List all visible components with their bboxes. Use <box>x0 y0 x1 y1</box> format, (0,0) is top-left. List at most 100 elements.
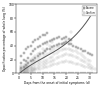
Point <box>49 58 50 59</box>
Point <box>77 64 79 65</box>
Point <box>61 38 62 40</box>
Point <box>54 38 55 40</box>
Point <box>30 67 32 69</box>
Point <box>37 66 39 67</box>
Point <box>46 33 48 34</box>
Point <box>44 34 46 35</box>
Point <box>23 66 24 67</box>
Point <box>49 62 50 63</box>
Point <box>54 59 55 60</box>
Point <box>44 60 46 62</box>
Point <box>51 42 53 43</box>
Point <box>89 60 91 62</box>
Point <box>35 49 36 50</box>
Point <box>61 49 62 51</box>
Point <box>80 59 81 60</box>
Point <box>63 61 65 62</box>
Point <box>49 48 50 49</box>
Point <box>28 46 29 48</box>
Point <box>66 37 67 38</box>
Point <box>30 60 32 62</box>
Point <box>46 62 48 64</box>
Point <box>66 53 67 55</box>
Point <box>44 51 46 52</box>
Point <box>75 51 77 52</box>
Point <box>56 46 58 48</box>
Point <box>61 44 62 45</box>
Point <box>39 55 41 57</box>
Point <box>46 59 48 60</box>
Point <box>92 66 93 67</box>
Point <box>75 46 77 48</box>
Point <box>54 38 55 40</box>
Point <box>35 55 36 57</box>
Point <box>58 62 60 64</box>
Point <box>66 40 67 41</box>
Point <box>63 42 65 44</box>
Point <box>32 59 34 60</box>
Point <box>37 63 39 65</box>
Point <box>54 53 55 55</box>
Point <box>25 49 27 50</box>
Point <box>58 51 60 52</box>
Point <box>49 40 50 42</box>
Point <box>42 53 43 55</box>
Point <box>32 70 34 71</box>
Point <box>68 49 70 50</box>
Point <box>35 69 36 71</box>
Point <box>68 54 70 56</box>
Point <box>30 45 32 46</box>
Point <box>28 61 29 62</box>
Point <box>37 60 39 62</box>
Point <box>51 60 53 62</box>
Point <box>30 65 32 66</box>
X-axis label: Days from the onset of initial symptoms (d): Days from the onset of initial symptoms … <box>24 81 90 85</box>
Point <box>63 37 65 39</box>
Point <box>23 69 24 70</box>
Point <box>23 72 24 73</box>
Point <box>84 51 86 52</box>
Point <box>51 56 53 58</box>
Point <box>61 43 62 44</box>
Point <box>51 65 53 66</box>
Point <box>84 58 86 59</box>
Point <box>32 58 34 59</box>
Point <box>42 49 43 50</box>
Point <box>46 49 48 50</box>
Point <box>44 67 46 68</box>
Point <box>63 49 65 50</box>
Point <box>20 69 22 71</box>
Point <box>58 45 60 46</box>
Point <box>77 52 79 53</box>
Point <box>35 62 36 63</box>
Point <box>39 59 41 60</box>
Point <box>80 53 81 55</box>
Point <box>28 69 29 71</box>
Point <box>46 53 48 55</box>
Point <box>25 69 27 70</box>
Point <box>42 58 43 59</box>
Point <box>28 68 29 69</box>
Point <box>87 63 88 65</box>
Point <box>42 35 43 36</box>
Point <box>23 71 24 72</box>
Point <box>82 60 84 62</box>
Point <box>32 66 34 67</box>
Point <box>35 40 36 41</box>
Point <box>70 31 72 33</box>
Point <box>25 69 27 71</box>
Legend: Severe, Confirm: Severe, Confirm <box>82 5 96 15</box>
Point <box>84 62 86 63</box>
Point <box>84 66 86 67</box>
Point <box>73 62 74 64</box>
Point <box>20 71 22 73</box>
Point <box>20 70 22 71</box>
Point <box>25 71 27 73</box>
Point <box>37 69 39 70</box>
Point <box>61 62 62 63</box>
Point <box>46 66 48 67</box>
Point <box>73 50 74 51</box>
Point <box>58 44 60 45</box>
Point <box>20 71 22 72</box>
Point <box>32 42 34 43</box>
